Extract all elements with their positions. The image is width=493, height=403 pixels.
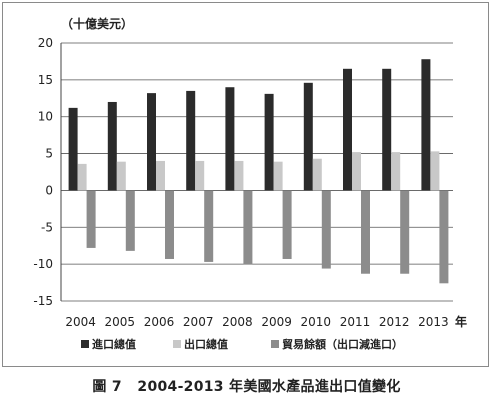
bar-export xyxy=(352,152,361,191)
bar-export xyxy=(156,160,165,191)
bar-import xyxy=(186,90,196,191)
x-axis-suffix: 年 xyxy=(455,314,467,329)
y-tick-label: -5 xyxy=(41,220,53,234)
figure-caption: 圖 7 2004-2013 年美國水產品進出口值變化 xyxy=(0,376,493,396)
x-tick-label: 2011 xyxy=(340,315,371,329)
bar-balance xyxy=(321,190,331,269)
y-tick-label: 10 xyxy=(38,110,53,124)
bar-export xyxy=(391,152,401,191)
y-tick-label: 15 xyxy=(38,73,53,87)
x-tick-label: 2005 xyxy=(105,315,136,329)
bar-import xyxy=(382,68,392,191)
bar-balance xyxy=(243,190,253,265)
bar-export xyxy=(430,151,440,191)
bar-export xyxy=(77,163,87,191)
y-tick-label: 5 xyxy=(45,147,53,161)
bar-balance xyxy=(204,190,214,262)
bar-export xyxy=(273,161,283,191)
bar-balance xyxy=(282,190,292,259)
x-tick-label: 2007 xyxy=(183,315,214,329)
bar-balance xyxy=(165,190,174,259)
x-tick-label: 2012 xyxy=(379,315,410,329)
legend-swatch xyxy=(271,340,279,348)
legend-label: 貿易餘額（出口減進口） xyxy=(282,337,403,351)
bar-export xyxy=(234,160,244,191)
chart-svg: （十億美元） -15 -10 -5 0 5 10 15 20 2004 2005 2006 2007 20… xyxy=(33,16,467,351)
bar-balance xyxy=(439,190,449,284)
bar-import xyxy=(147,93,156,191)
x-tick-label: 2013 xyxy=(418,315,449,329)
legend-label: 出口總值 xyxy=(184,337,228,351)
bar-export xyxy=(312,158,322,191)
bar-import xyxy=(225,87,235,191)
bar-import xyxy=(264,93,274,191)
bar-import xyxy=(68,107,78,191)
figure-label: 圖 7 xyxy=(92,379,122,395)
bar-import xyxy=(421,59,431,191)
legend-swatch xyxy=(173,340,181,348)
x-tick-label: 2004 xyxy=(65,315,96,329)
y-tick-label: 20 xyxy=(38,36,53,50)
x-tick-label: 2006 xyxy=(144,315,175,329)
y-tick-label: 0 xyxy=(45,183,53,197)
y-tick-label: -15 xyxy=(33,294,53,308)
chart-frame: （十億美元） -15 -10 -5 0 5 10 15 20 2004 2005 2006 2007 20… xyxy=(2,2,489,367)
legend-swatch xyxy=(81,340,89,348)
bar-balance xyxy=(125,190,135,251)
x-tick-label: 2009 xyxy=(261,315,292,329)
figure-title: 2004-2013 年美國水產品進出口值變化 xyxy=(137,379,401,395)
bar-import xyxy=(107,101,117,191)
x-tick-label: 2008 xyxy=(222,315,253,329)
bar-import xyxy=(303,82,313,191)
bar-export xyxy=(116,161,126,191)
bar-balance xyxy=(361,190,370,274)
bar-balance xyxy=(86,190,96,248)
bar-export xyxy=(195,160,205,191)
y-tick-label: -10 xyxy=(33,257,53,271)
x-tick-label: 2010 xyxy=(301,315,332,329)
bar-balance xyxy=(400,190,410,274)
unit-label: （十億美元） xyxy=(61,16,133,31)
legend-label: 進口總值 xyxy=(92,337,136,351)
bar-import xyxy=(343,68,352,191)
